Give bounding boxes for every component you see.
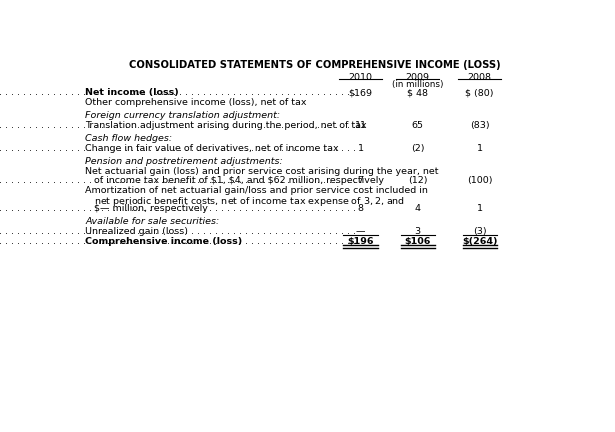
Text: Net actuarial gain (loss) and prior service cost arising during the year, net: Net actuarial gain (loss) and prior serv… (85, 167, 439, 176)
Text: Unrealized gain (loss): Unrealized gain (loss) (85, 227, 188, 236)
Text: Other comprehensive income (loss), net of tax: Other comprehensive income (loss), net o… (85, 98, 307, 107)
Text: of income tax benefit of $1, $4, and $62 million, respectively: of income tax benefit of $1, $4, and $62… (85, 176, 384, 185)
Text: Amortization of net actuarial gain/loss and prior service cost included in: Amortization of net actuarial gain/loss … (85, 186, 428, 195)
Text: net periodic benefit costs, net of income tax expense of $3, $2, and: net periodic benefit costs, net of incom… (85, 195, 405, 208)
Text: Translation adjustment arising during the period, net of tax: Translation adjustment arising during th… (85, 121, 367, 130)
Text: . . . . . . . . . . . . . . . . . . . . . . . . . . . . . . . . . . . . . . . . : . . . . . . . . . . . . . . . . . . . . … (0, 144, 356, 153)
Text: 2009: 2009 (406, 73, 430, 82)
Text: 1: 1 (477, 144, 483, 153)
Text: (100): (100) (467, 176, 493, 185)
Text: . . . . . . . . . . . . . . . . . . . . . . . . . . . . . . . . . . . . . . . . : . . . . . . . . . . . . . . . . . . . . … (0, 237, 356, 246)
Text: (2): (2) (411, 144, 424, 153)
Text: 7: 7 (357, 176, 363, 185)
Text: . . . . . . . . . . . . . . . . . . . . . . . . . . . . . . . . . . . . . . . . : . . . . . . . . . . . . . . . . . . . . … (0, 227, 356, 236)
Text: Change in fair value of derivatives, net of income tax: Change in fair value of derivatives, net… (85, 144, 339, 153)
Text: (3): (3) (473, 227, 486, 236)
Text: —: — (355, 227, 365, 236)
Text: 11: 11 (354, 121, 367, 130)
Text: $169: $169 (349, 88, 373, 97)
Text: . . . . . . . . . . . . . . . . . . . . . . . . . . . . . . . . . . . . . . . . : . . . . . . . . . . . . . . . . . . . . … (0, 176, 356, 185)
Text: $(264): $(264) (462, 237, 498, 246)
Text: 2010: 2010 (349, 73, 373, 82)
Text: Net income (loss): Net income (loss) (85, 88, 179, 97)
Text: (83): (83) (470, 121, 490, 130)
Text: 1: 1 (477, 204, 483, 213)
Text: CONSOLIDATED STATEMENTS OF COMPREHENSIVE INCOME (LOSS): CONSOLIDATED STATEMENTS OF COMPREHENSIVE… (129, 60, 501, 70)
Text: Cash flow hedges:: Cash flow hedges: (85, 134, 173, 143)
Text: (12): (12) (408, 176, 427, 185)
Text: . . . . . . . . . . . . . . . . . . . . . . . . . . . . . . . . . . . . . . . . : . . . . . . . . . . . . . . . . . . . . … (0, 88, 356, 97)
Text: 65: 65 (411, 121, 424, 130)
Text: $ (80): $ (80) (466, 88, 494, 97)
Text: 4: 4 (415, 204, 421, 213)
Text: . . . . . . . . . . . . . . . . . . . . . . . . . . . . . . . . . . . . . . . . : . . . . . . . . . . . . . . . . . . . . … (0, 204, 356, 213)
Text: (in millions): (in millions) (392, 79, 443, 89)
Text: . . . . . . . . . . . . . . . . . . . . . . . . . . . . . . . . . . . . . . . . : . . . . . . . . . . . . . . . . . . . . … (0, 121, 356, 130)
Text: $196: $196 (347, 237, 374, 246)
Text: $ 48: $ 48 (407, 88, 428, 97)
Text: 3: 3 (415, 227, 421, 236)
Text: 8: 8 (357, 204, 363, 213)
Text: Available for sale securities:: Available for sale securities: (85, 217, 220, 226)
Text: 2008: 2008 (467, 73, 491, 82)
Text: $106: $106 (405, 237, 431, 246)
Text: Comprehensive income (loss): Comprehensive income (loss) (85, 237, 243, 246)
Text: Pension and postretirement adjustments:: Pension and postretirement adjustments: (85, 157, 283, 166)
Text: $— million, respectively: $— million, respectively (85, 204, 208, 213)
Text: 1: 1 (357, 144, 363, 153)
Text: Foreign currency translation adjustment:: Foreign currency translation adjustment: (85, 111, 280, 120)
